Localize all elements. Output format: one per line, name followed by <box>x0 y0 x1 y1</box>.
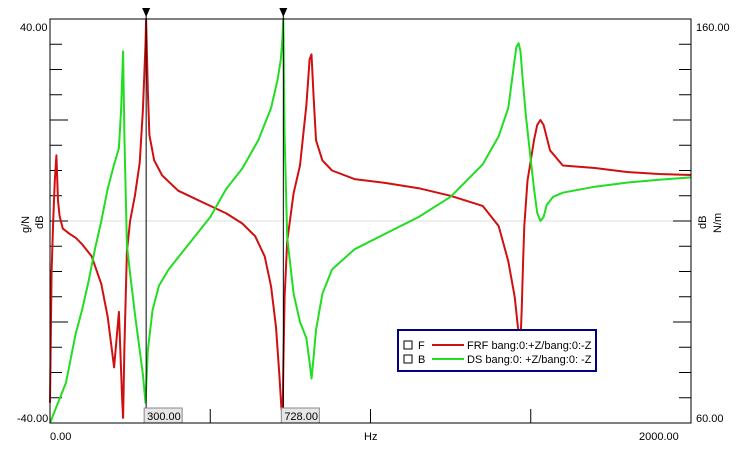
legend-label-frf: FRF bang:0:+Z/bang:0:-Z <box>467 340 592 352</box>
y-right-label: dB <box>697 216 709 229</box>
frf-series-line <box>49 18 692 419</box>
y-right-unit: N/m <box>712 213 724 233</box>
x-left-tick-label: 0.00 <box>50 431 71 443</box>
cursor-marker-icon[interactable] <box>142 8 151 17</box>
x-axis-label: Hz <box>364 431 377 443</box>
cursor-marker-icon[interactable] <box>279 8 288 17</box>
plot-frame <box>49 18 692 424</box>
y-left-bottom-tick-label: -40.00 <box>17 413 48 425</box>
y-left-top-tick-label: 40.00 <box>20 22 48 34</box>
legend-key-f: F <box>418 340 425 352</box>
cursor-label-2: 728.00 <box>284 411 318 423</box>
y-left-unit: g/N <box>20 216 32 233</box>
cursor-label-1: 300.00 <box>147 411 181 423</box>
legend-checkbox-b[interactable] <box>403 354 413 364</box>
y-right-top-tick-label: 160.00 <box>696 22 730 34</box>
legend-key-b: B <box>418 354 425 366</box>
x-right-tick-label: 2000.00 <box>639 431 679 443</box>
ds-series-line <box>49 18 692 424</box>
legend-checkbox-f[interactable] <box>403 340 413 350</box>
y-left-label: dB <box>34 216 46 229</box>
y-right-bottom-tick-label: 60.00 <box>696 413 724 425</box>
legend-label-ds: DS bang:0: +Z/bang:0: -Z <box>467 354 592 366</box>
legend: F FRF bang:0:+Z/bang:0:-Z B DS bang:0: +… <box>397 329 597 372</box>
